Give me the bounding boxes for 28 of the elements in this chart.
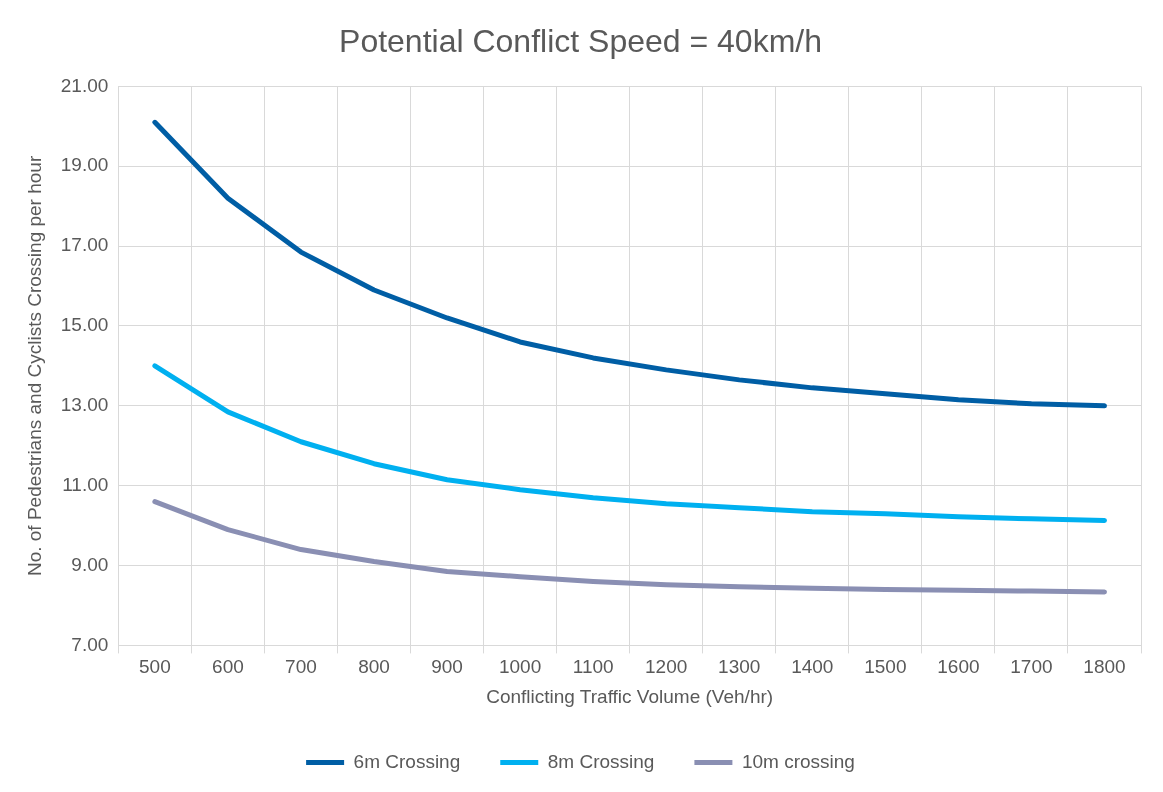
y-tick-label: 13.00 (60, 394, 109, 416)
x-tick-label: 1600 (937, 656, 980, 678)
legend-label: 8m Crossing (547, 750, 655, 772)
x-tick-label: 1000 (498, 656, 542, 678)
legend-label: 10m crossing (741, 750, 855, 772)
y-tick-label: 9.00 (71, 553, 109, 575)
x-tick-label: 1800 (1083, 656, 1126, 678)
x-tick-label: 1200 (645, 656, 688, 678)
x-tick-label: 900 (431, 656, 463, 678)
x-axis-title: Conflicting Traffic Volume (Veh/hr) (486, 685, 774, 707)
y-tick-label: 19.00 (60, 154, 109, 176)
x-tick-label: 700 (285, 656, 317, 678)
y-tick-label: 17.00 (60, 234, 109, 256)
y-tick-label: 11.00 (62, 473, 109, 495)
legend-label: 6m Crossing (353, 750, 461, 772)
chart-title: Potential Conflict Speed = 40km/h (339, 23, 822, 60)
x-tick-label: 800 (358, 656, 390, 678)
x-tick-label: 1500 (864, 656, 907, 678)
x-tick-label: 1700 (1010, 656, 1053, 678)
y-tick-label: 21.00 (60, 74, 109, 96)
y-tick-label: 15.00 (60, 314, 109, 336)
y-tick-label: 7.00 (71, 633, 109, 655)
y-axis-title: No. of Pedestrians and Cyclists Crossing per hour (23, 155, 45, 577)
x-tick-label: 1300 (718, 656, 761, 678)
x-tick-label: 600 (212, 656, 244, 678)
x-tick-label: 1100 (572, 656, 614, 678)
x-tick-label: 500 (139, 656, 171, 678)
x-tick-label: 1400 (791, 656, 834, 678)
